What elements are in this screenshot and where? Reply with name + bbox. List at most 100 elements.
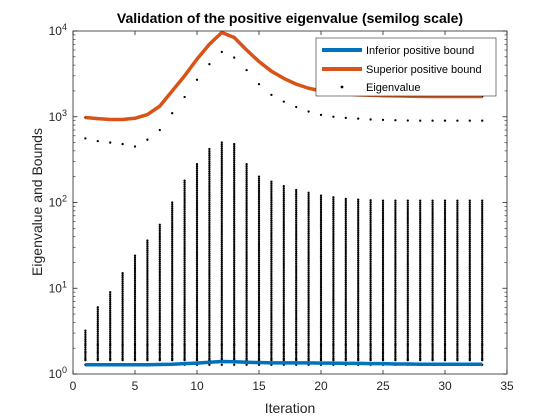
eigenvalue-point <box>245 295 248 299</box>
eigenvalue-point <box>220 357 223 361</box>
eigenvalue-point <box>195 78 199 81</box>
eigenvalue-point <box>158 326 161 329</box>
eigenvalue-point <box>183 283 186 286</box>
eigenvalue-point <box>245 340 248 343</box>
eigenvalue-point <box>295 343 298 347</box>
eigenvalue-point <box>220 226 223 230</box>
eigenvalue-point <box>319 196 323 199</box>
eigenvalue-point <box>245 275 248 278</box>
eigenvalue-point <box>381 340 385 343</box>
eigenvalue-point <box>220 196 223 199</box>
eigenvalue-point <box>456 226 459 229</box>
eigenvalue-point <box>233 157 236 160</box>
eigenvalue-point <box>195 271 199 274</box>
eigenvalue-point <box>381 357 385 361</box>
eigenvalue-point <box>270 311 273 315</box>
eigenvalue-point <box>295 194 298 198</box>
eigenvalue-point <box>195 343 199 347</box>
eigenvalue-point <box>468 318 471 321</box>
eigenvalue-point <box>369 279 372 282</box>
eigenvalue-point <box>257 354 261 358</box>
eigenvalue-point <box>270 211 273 214</box>
eigenvalue-point <box>344 312 347 315</box>
eigenvalue-point <box>357 224 360 228</box>
eigenvalue-point <box>257 218 261 221</box>
eigenvalue-point <box>245 222 248 225</box>
eigenvalue-point <box>332 340 335 343</box>
eigenvalue-point <box>481 217 484 221</box>
eigenvalue-point <box>233 259 236 262</box>
eigenvalue-point <box>195 207 199 211</box>
eigenvalue-point <box>195 169 199 172</box>
eigenvalue-point <box>357 302 360 305</box>
eigenvalue-point <box>208 186 211 190</box>
eigenvalue-point <box>443 326 447 329</box>
eigenvalue-point <box>419 222 422 225</box>
eigenvalue-point <box>183 338 186 341</box>
eigenvalue-point <box>456 299 459 303</box>
eigenvalue-point <box>233 324 236 327</box>
eigenvalue-point <box>245 171 248 174</box>
eigenvalue-point <box>183 226 186 229</box>
eigenvalue-point <box>332 299 335 303</box>
eigenvalue-point <box>183 308 186 311</box>
eigenvalue-point <box>319 243 323 246</box>
eigenvalue-point <box>208 197 211 200</box>
eigenvalue-point <box>481 209 484 213</box>
eigenvalue-point <box>171 343 174 347</box>
eigenvalue-point <box>195 318 199 321</box>
eigenvalue-point <box>171 357 174 361</box>
eigenvalue-point <box>456 354 459 358</box>
eigenvalue-point <box>282 289 285 292</box>
eigenvalue-point <box>369 215 372 218</box>
eigenvalue-point <box>332 273 335 276</box>
eigenvalue-point <box>456 303 459 307</box>
eigenvalue-point <box>183 95 186 99</box>
eigenvalue-point <box>406 201 409 204</box>
eigenvalue-point <box>295 295 298 298</box>
eigenvalue-point <box>419 238 422 241</box>
eigenvalue-point <box>146 320 149 323</box>
eigenvalue-point <box>109 293 112 296</box>
eigenvalue-point <box>468 258 471 262</box>
eigenvalue-point <box>443 248 447 251</box>
eigenvalue-point <box>369 281 372 284</box>
eigenvalue-point <box>381 336 385 339</box>
eigenvalue-point <box>109 319 112 323</box>
eigenvalue-point <box>443 311 447 315</box>
eigenvalue-point <box>257 275 261 278</box>
eigenvalue-point <box>443 203 447 206</box>
eigenvalue-point <box>332 324 335 327</box>
eigenvalue-point <box>468 293 471 296</box>
eigenvalue-point <box>344 328 347 331</box>
eigenvalue-point <box>270 192 273 196</box>
eigenvalue-point <box>282 343 285 347</box>
eigenvalue-point <box>158 233 161 237</box>
eigenvalue-point <box>369 343 372 347</box>
eigenvalue-point <box>233 308 236 311</box>
eigenvalue-point <box>468 205 471 208</box>
eigenvalue-point <box>257 328 261 331</box>
eigenvalue-point <box>481 275 484 278</box>
eigenvalue-point <box>183 210 186 213</box>
y-axis-label: Eigenvalue and Bounds <box>29 128 45 276</box>
eigenvalue-point <box>381 324 385 327</box>
eigenvalue-point <box>282 324 285 327</box>
eigenvalue-point <box>245 252 248 256</box>
eigenvalue-point <box>357 117 360 120</box>
eigenvalue-point <box>481 352 484 356</box>
eigenvalue-point <box>146 351 149 354</box>
eigenvalue-point <box>282 242 285 245</box>
eigenvalue-point <box>208 154 211 157</box>
eigenvalue-point <box>270 315 273 319</box>
eigenvalue-point <box>307 261 310 264</box>
eigenvalue-point <box>257 250 261 254</box>
eigenvalue-point <box>357 293 360 297</box>
eigenvalue-point <box>369 285 372 288</box>
eigenvalue-point <box>208 266 211 270</box>
eigenvalue-point <box>319 271 323 275</box>
eigenvalue-point <box>369 315 372 319</box>
eigenvalue-point <box>381 277 385 280</box>
eigenvalue-point <box>419 352 422 356</box>
eigenvalue-point <box>369 332 372 335</box>
